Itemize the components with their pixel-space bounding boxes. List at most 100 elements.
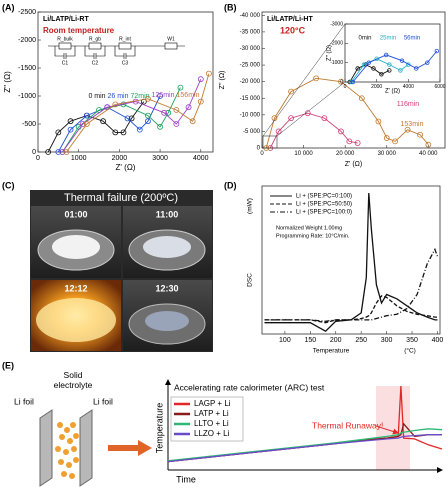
panel-label: (A) <box>2 2 15 12</box>
data-point <box>414 66 419 71</box>
data-point <box>157 123 163 130</box>
photo-time: 12:12 <box>64 283 87 293</box>
series-label: 116min <box>397 101 420 108</box>
data-point <box>55 149 62 155</box>
note: Programming Rate: 10°C/min. <box>276 233 350 239</box>
x-axis-label: Temperature <box>313 348 350 355</box>
y-tick-label: -500 <box>22 121 36 128</box>
electrolyte-particles <box>55 422 79 479</box>
capacitor-branch <box>114 46 136 59</box>
plot-frame <box>37 11 214 153</box>
circuit-label: R_bulk <box>57 36 73 42</box>
note: Normalized Weight 1.00mg <box>276 225 342 231</box>
capacitor-branch <box>84 46 106 59</box>
y-tick-label: -1000 <box>18 93 36 100</box>
y-tick-label: -25 000 <box>240 63 261 69</box>
y-tick-label: -15 000 <box>240 96 261 102</box>
y-tick-label: 0 <box>340 79 343 85</box>
data-point <box>313 75 319 82</box>
photo-time: 11:00 <box>156 209 179 219</box>
data-point <box>100 118 107 125</box>
y-tick-label: -1500 <box>18 65 36 72</box>
resistor <box>88 42 102 50</box>
y-tick-label: -2500 <box>18 9 36 16</box>
legend-box <box>170 396 244 442</box>
chart-subtitle: Room temperature <box>43 26 115 35</box>
series-label: 26 min <box>107 93 128 100</box>
data-point <box>387 68 392 73</box>
data-point <box>399 58 405 63</box>
series-line <box>47 101 145 153</box>
y-axis-label: Temperature <box>154 403 164 454</box>
data-point <box>354 140 361 146</box>
data-point <box>375 118 382 125</box>
data-point <box>189 118 196 125</box>
sample <box>52 235 100 259</box>
circuit-label: C2 <box>92 60 99 66</box>
legend-label: LAGP + Li <box>194 399 231 408</box>
data-point <box>417 131 423 138</box>
x-axis-label: Z' (Ω) <box>345 161 362 168</box>
series-line <box>66 73 210 153</box>
data-point <box>67 126 74 133</box>
sample <box>145 311 189 331</box>
x-tick-label: 20 000 <box>336 151 355 157</box>
data-point <box>404 126 411 133</box>
data-point <box>366 60 371 65</box>
zoom-connector <box>262 23 346 137</box>
legend-label: LLTO + Li <box>194 419 229 428</box>
y-tick-label: -1000 <box>330 60 343 66</box>
data-point <box>161 109 168 116</box>
series-line <box>264 295 438 324</box>
data-point <box>304 110 311 117</box>
series-label: 25min <box>380 36 396 42</box>
circuit-label: C1 <box>62 60 69 66</box>
y-axis-label: DSC <box>247 273 254 287</box>
data-point <box>144 95 151 102</box>
resistor <box>58 42 72 50</box>
y-tick-label: -35 000 <box>240 29 261 35</box>
data-point <box>288 115 295 122</box>
circuit-label: R_gb <box>89 36 101 42</box>
data-point <box>197 98 204 105</box>
data-point <box>383 135 390 141</box>
data-point <box>144 112 151 119</box>
data-point <box>79 121 86 127</box>
data-point <box>120 129 127 136</box>
y-tick-label: -20 000 <box>240 79 261 85</box>
x-tick-label: 150 <box>304 337 316 344</box>
series-line <box>57 95 161 153</box>
x-tick-label: 0 <box>344 84 347 90</box>
data-point <box>406 62 411 67</box>
x-tick-label: 1000 <box>71 155 87 162</box>
capacitor-branch <box>54 46 76 59</box>
legend-label: LLZO + Li <box>194 429 230 438</box>
data-point <box>338 78 344 85</box>
flame <box>36 298 116 342</box>
chart-title: Li/LATP/Li-HT <box>267 16 313 23</box>
panel-label: (B) <box>224 2 237 12</box>
data-point <box>346 138 353 145</box>
data-point <box>398 68 403 73</box>
series-label: 0min <box>358 36 371 42</box>
resistor <box>118 42 132 50</box>
y-tick-label: 0 <box>257 146 261 152</box>
data-point <box>379 72 384 77</box>
x-tick-label: 400 <box>432 337 444 344</box>
x-tick-label: 100 <box>279 337 291 344</box>
x-tick-label: 2000 <box>371 84 382 90</box>
data-point <box>425 141 432 148</box>
series-label: 72min <box>130 93 149 100</box>
plot-frame <box>261 185 441 335</box>
zoom-connector <box>276 81 346 137</box>
chart-title: Accelerating rate calorimeter (ARC) test <box>174 382 325 392</box>
circuit-label: C3 <box>122 60 129 66</box>
series-line <box>264 247 439 322</box>
data-point <box>350 79 356 85</box>
annotation: Thermal Runaway! <box>312 420 383 430</box>
li-foil <box>79 409 93 487</box>
y-tick-label: -2000 <box>330 41 343 47</box>
arrow <box>138 440 152 456</box>
x-tick-label: 4000 <box>193 155 209 162</box>
y-tick-label: -5 000 <box>243 129 261 135</box>
